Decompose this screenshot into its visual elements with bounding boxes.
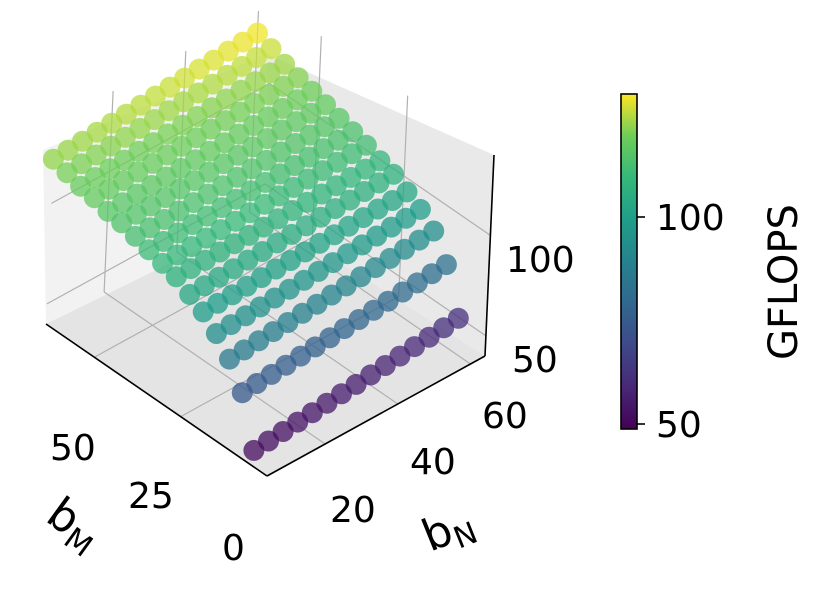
data-point: [97, 200, 119, 222]
grid-line-y-floor: [94, 236, 313, 358]
y-tick-50: 50: [50, 428, 96, 469]
colorbar-gradient: [620, 93, 638, 430]
data-point: [124, 225, 146, 247]
x-tick-20: 20: [330, 490, 376, 531]
data-point: [165, 266, 187, 288]
data-point: [219, 348, 240, 370]
data-point: [56, 162, 78, 184]
svg-text:bN: bN: [415, 496, 483, 567]
data-point: [192, 301, 214, 323]
y-tick-0: 0: [222, 528, 245, 569]
data-point: [231, 382, 253, 404]
colorbar-tick-label-50: 50: [656, 405, 702, 446]
data-point: [70, 175, 92, 197]
data-point: [205, 323, 227, 344]
x-tick-labels: 20 40 60: [330, 396, 528, 531]
z-tick-50: 50: [512, 340, 558, 381]
x-tick-60: 60: [482, 396, 528, 437]
x-tick-40: 40: [410, 442, 456, 483]
data-point: [111, 212, 133, 234]
data-point: [42, 148, 64, 170]
y-tick-labels: 0 25 50: [50, 428, 245, 569]
colorbar-tick-label-100: 100: [656, 198, 725, 239]
data-point: [152, 252, 174, 274]
data-point: [179, 283, 201, 305]
y-axis-label: bM: [35, 488, 111, 565]
x-axis-label: bN: [415, 496, 483, 567]
data-points: [42, 22, 469, 461]
axis-edges: [45, 154, 495, 477]
colorbar-label: GFLOPS: [761, 204, 807, 360]
z-tick-100: 100: [506, 240, 575, 281]
data-point: [138, 239, 160, 261]
colorbar: 50 100 GFLOPS: [620, 93, 807, 446]
z-axis-line: [484, 154, 495, 357]
x-axis-line: [266, 355, 486, 477]
svg-text:bM: bM: [35, 488, 111, 565]
data-point: [83, 187, 105, 209]
y-tick-25: 25: [128, 476, 174, 517]
data-point: [243, 439, 265, 461]
y-axis-line: [45, 323, 268, 477]
z-tick-labels: 50 100: [506, 240, 575, 381]
